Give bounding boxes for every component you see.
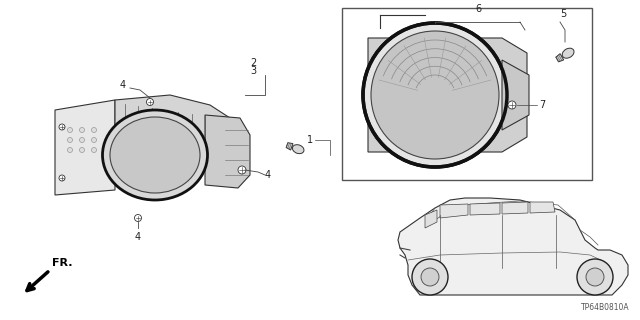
Ellipse shape <box>110 117 200 193</box>
Polygon shape <box>115 95 230 155</box>
Circle shape <box>92 138 97 142</box>
Polygon shape <box>425 210 437 228</box>
Circle shape <box>412 259 448 295</box>
Circle shape <box>79 148 84 153</box>
Polygon shape <box>470 203 500 215</box>
Text: 6: 6 <box>475 4 481 14</box>
Circle shape <box>363 23 507 167</box>
Ellipse shape <box>562 48 574 58</box>
Text: 7: 7 <box>539 100 545 110</box>
Circle shape <box>421 268 439 286</box>
Circle shape <box>371 31 499 159</box>
Text: TP64B0810A: TP64B0810A <box>581 303 630 312</box>
Polygon shape <box>440 204 468 218</box>
Circle shape <box>67 138 72 142</box>
Polygon shape <box>530 202 555 213</box>
Circle shape <box>577 259 613 295</box>
Circle shape <box>79 138 84 142</box>
Text: FR.: FR. <box>52 258 72 268</box>
Circle shape <box>59 124 65 130</box>
Text: 4: 4 <box>120 80 126 90</box>
Polygon shape <box>368 38 527 152</box>
Text: 4: 4 <box>135 232 141 242</box>
Polygon shape <box>205 115 250 188</box>
Circle shape <box>67 148 72 153</box>
Circle shape <box>508 101 516 109</box>
Polygon shape <box>398 198 628 295</box>
Text: 4: 4 <box>265 170 271 180</box>
Circle shape <box>147 99 154 106</box>
Polygon shape <box>502 202 528 214</box>
Circle shape <box>92 127 97 132</box>
Ellipse shape <box>292 145 304 154</box>
Circle shape <box>59 175 65 181</box>
Polygon shape <box>55 100 115 195</box>
Circle shape <box>238 166 246 174</box>
Polygon shape <box>286 143 293 150</box>
Text: 2: 2 <box>250 58 256 68</box>
Polygon shape <box>556 54 564 62</box>
Circle shape <box>134 214 141 221</box>
Circle shape <box>92 148 97 153</box>
Ellipse shape <box>102 110 207 200</box>
Polygon shape <box>502 60 529 130</box>
Circle shape <box>67 127 72 132</box>
Text: 1: 1 <box>307 135 313 145</box>
Text: 5: 5 <box>560 9 566 19</box>
Text: 3: 3 <box>250 66 256 76</box>
Circle shape <box>79 127 84 132</box>
Bar <box>342 8 592 180</box>
Circle shape <box>586 268 604 286</box>
